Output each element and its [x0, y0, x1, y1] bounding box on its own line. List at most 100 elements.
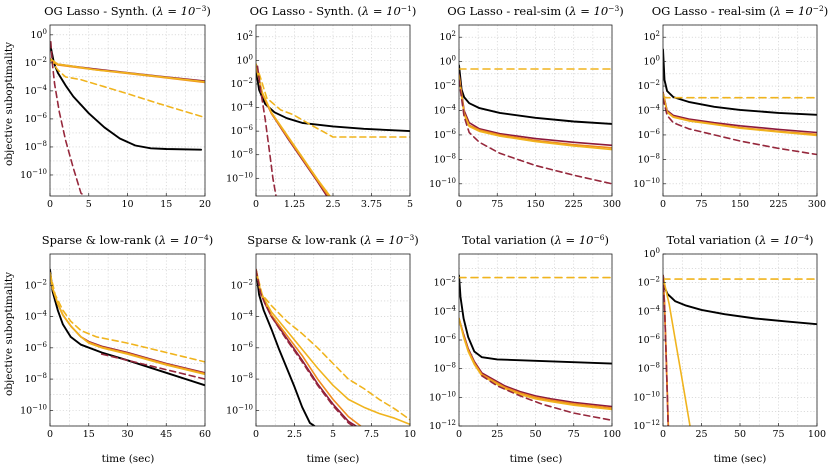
series-dashed-red [663, 274, 669, 426]
series-dark-red [663, 91, 817, 134]
x-tick-label: 5 [330, 429, 336, 440]
x-tick-label: 7.5 [364, 429, 379, 440]
series-dark-red [256, 268, 357, 426]
x-tick-label: 1.25 [284, 199, 305, 210]
series-black [50, 268, 205, 387]
x-axis-label-4: time (sec) [714, 453, 767, 465]
y-tick-label: 10−6 [25, 112, 48, 125]
series-yellow [663, 92, 817, 137]
y-tick-label: 10−6 [231, 341, 254, 354]
series-black [459, 274, 612, 365]
x-tick-label: 150 [731, 199, 749, 210]
x-tick-label: 0 [456, 429, 462, 440]
series-dashed-yellow [50, 57, 205, 119]
y-tick-label: 10−8 [231, 148, 253, 161]
panel-3: 0 75 150 225 300 102 100 10−2 10−4 10−6 10−8 10−10 O… [429, 4, 624, 210]
panel-5: 0 15 30 45 60 10−2 10−4 10−6 10−8 10−10 Sparse & l… [20, 233, 213, 440]
x-tick-label: 30 [121, 429, 133, 440]
panel-title: OG Lasso - Synth. (λ = 10−3) [44, 4, 211, 18]
x-tick-label: 15 [160, 199, 172, 210]
y-tick-label: 100 [439, 55, 456, 68]
y-tick-label: 10−4 [638, 304, 661, 317]
x-tick-label: 50 [734, 429, 746, 440]
x-axis-label-2: time (sec) [307, 453, 360, 465]
x-tick-label: 75 [568, 429, 580, 440]
x-tick-label: 2.5 [325, 199, 340, 210]
y-tick-label: 10−2 [434, 276, 456, 289]
y-tick-label: 10−4 [25, 310, 48, 323]
x-tick-label: 0 [47, 199, 53, 210]
y-tick-label: 10−2 [25, 278, 47, 291]
panel-title: Sparse & low-rank (λ = 10−3) [247, 233, 419, 247]
y-tick-label: 100 [236, 53, 253, 66]
series-dashed-red [459, 79, 612, 185]
series-dashed-red [256, 65, 277, 196]
y-tick-label: 10−12 [429, 419, 456, 432]
y-tick-label: 10−4 [434, 104, 457, 117]
series-group [663, 48, 817, 156]
y-tick-label: 10−10 [226, 403, 253, 416]
y-tick-label: 10−8 [638, 362, 660, 375]
x-tick-label: 75 [695, 199, 707, 210]
y-tick-label: 10−6 [638, 128, 661, 141]
y-tick-label: 10−10 [429, 177, 456, 190]
series-dashed-red [481, 375, 612, 422]
series-group [459, 64, 612, 185]
series-dashed-yellow [256, 268, 410, 421]
y-tick-label: 10−4 [231, 310, 254, 323]
series-dashed-red [256, 268, 354, 426]
y-tick-label: 10−8 [434, 152, 456, 165]
y-tick-label: 10−10 [226, 171, 253, 184]
series-black [459, 64, 612, 125]
y-tick-label: 10−2 [231, 278, 253, 291]
series-black [50, 42, 203, 151]
panels: 0 5 10 15 20 100 10−2 10−4 10−6 10−8 10−10 OG Lasso… [20, 4, 828, 440]
series-dashed-yellow [256, 63, 410, 138]
y-tick-label: 10−6 [638, 333, 661, 346]
series-yellow [459, 75, 612, 151]
series-dashed-red [50, 41, 86, 196]
x-tick-label: 225 [565, 199, 583, 210]
y-tick-label: 10−2 [638, 276, 660, 289]
panel-title: OG Lasso - real-sim (λ = 10−2) [652, 4, 828, 18]
series-yellow [50, 57, 205, 83]
y-tick-label: 10−2 [25, 56, 47, 69]
x-tick-label: 20 [199, 199, 211, 210]
panel-1: 0 5 10 15 20 100 10−2 10−4 10−6 10−8 10−10 OG Lasso… [20, 4, 211, 210]
x-tick-label: 0 [456, 199, 462, 210]
panel-title: Total variation (λ = 10−6) [462, 233, 609, 247]
y-tick-label: 10−8 [434, 362, 456, 375]
x-tick-label: 100 [603, 429, 621, 440]
x-tick-label: 3.75 [361, 199, 382, 210]
x-tick-label: 0 [47, 429, 53, 440]
series-group [663, 274, 817, 426]
series-group [459, 274, 612, 422]
x-tick-label: 60 [199, 429, 211, 440]
series-dashed-red [100, 353, 205, 380]
y-tick-label: 10−8 [638, 152, 660, 165]
y-tick-label: 10−12 [633, 419, 660, 432]
y-tick-label: 100 [643, 247, 660, 260]
x-tick-label: 300 [603, 199, 621, 210]
panel-6: 0 2.5 5 7.5 10 10−2 10−4 10−6 10−8 10−10 Sparse & … [226, 233, 419, 440]
y-tick-label: 10−8 [25, 372, 47, 385]
series-group [50, 268, 205, 387]
y-tick-label: 10−10 [633, 177, 660, 190]
panel-title: OG Lasso - real-sim (λ = 10−3) [447, 4, 623, 18]
y-axis-label-bottom: objective suboptimality [3, 272, 15, 396]
y-tick-label: 10−8 [25, 140, 47, 153]
x-tick-label: 0 [660, 429, 666, 440]
y-tick-label: 10−2 [231, 77, 253, 90]
y-tick-label: 10−6 [25, 341, 48, 354]
x-axis-label-3: time (sec) [510, 453, 563, 465]
x-tick-label: 10 [121, 199, 133, 210]
x-axis-label-1: time (sec) [102, 453, 155, 465]
panel-title: Total variation (λ = 10−4) [666, 233, 813, 247]
y-tick-label: 100 [30, 28, 47, 41]
series-dashed-yellow [663, 96, 817, 99]
series-dark-red [459, 73, 612, 147]
series-yellow [663, 276, 691, 426]
y-tick-label: 10−6 [231, 124, 254, 137]
x-tick-label: 15 [83, 429, 95, 440]
